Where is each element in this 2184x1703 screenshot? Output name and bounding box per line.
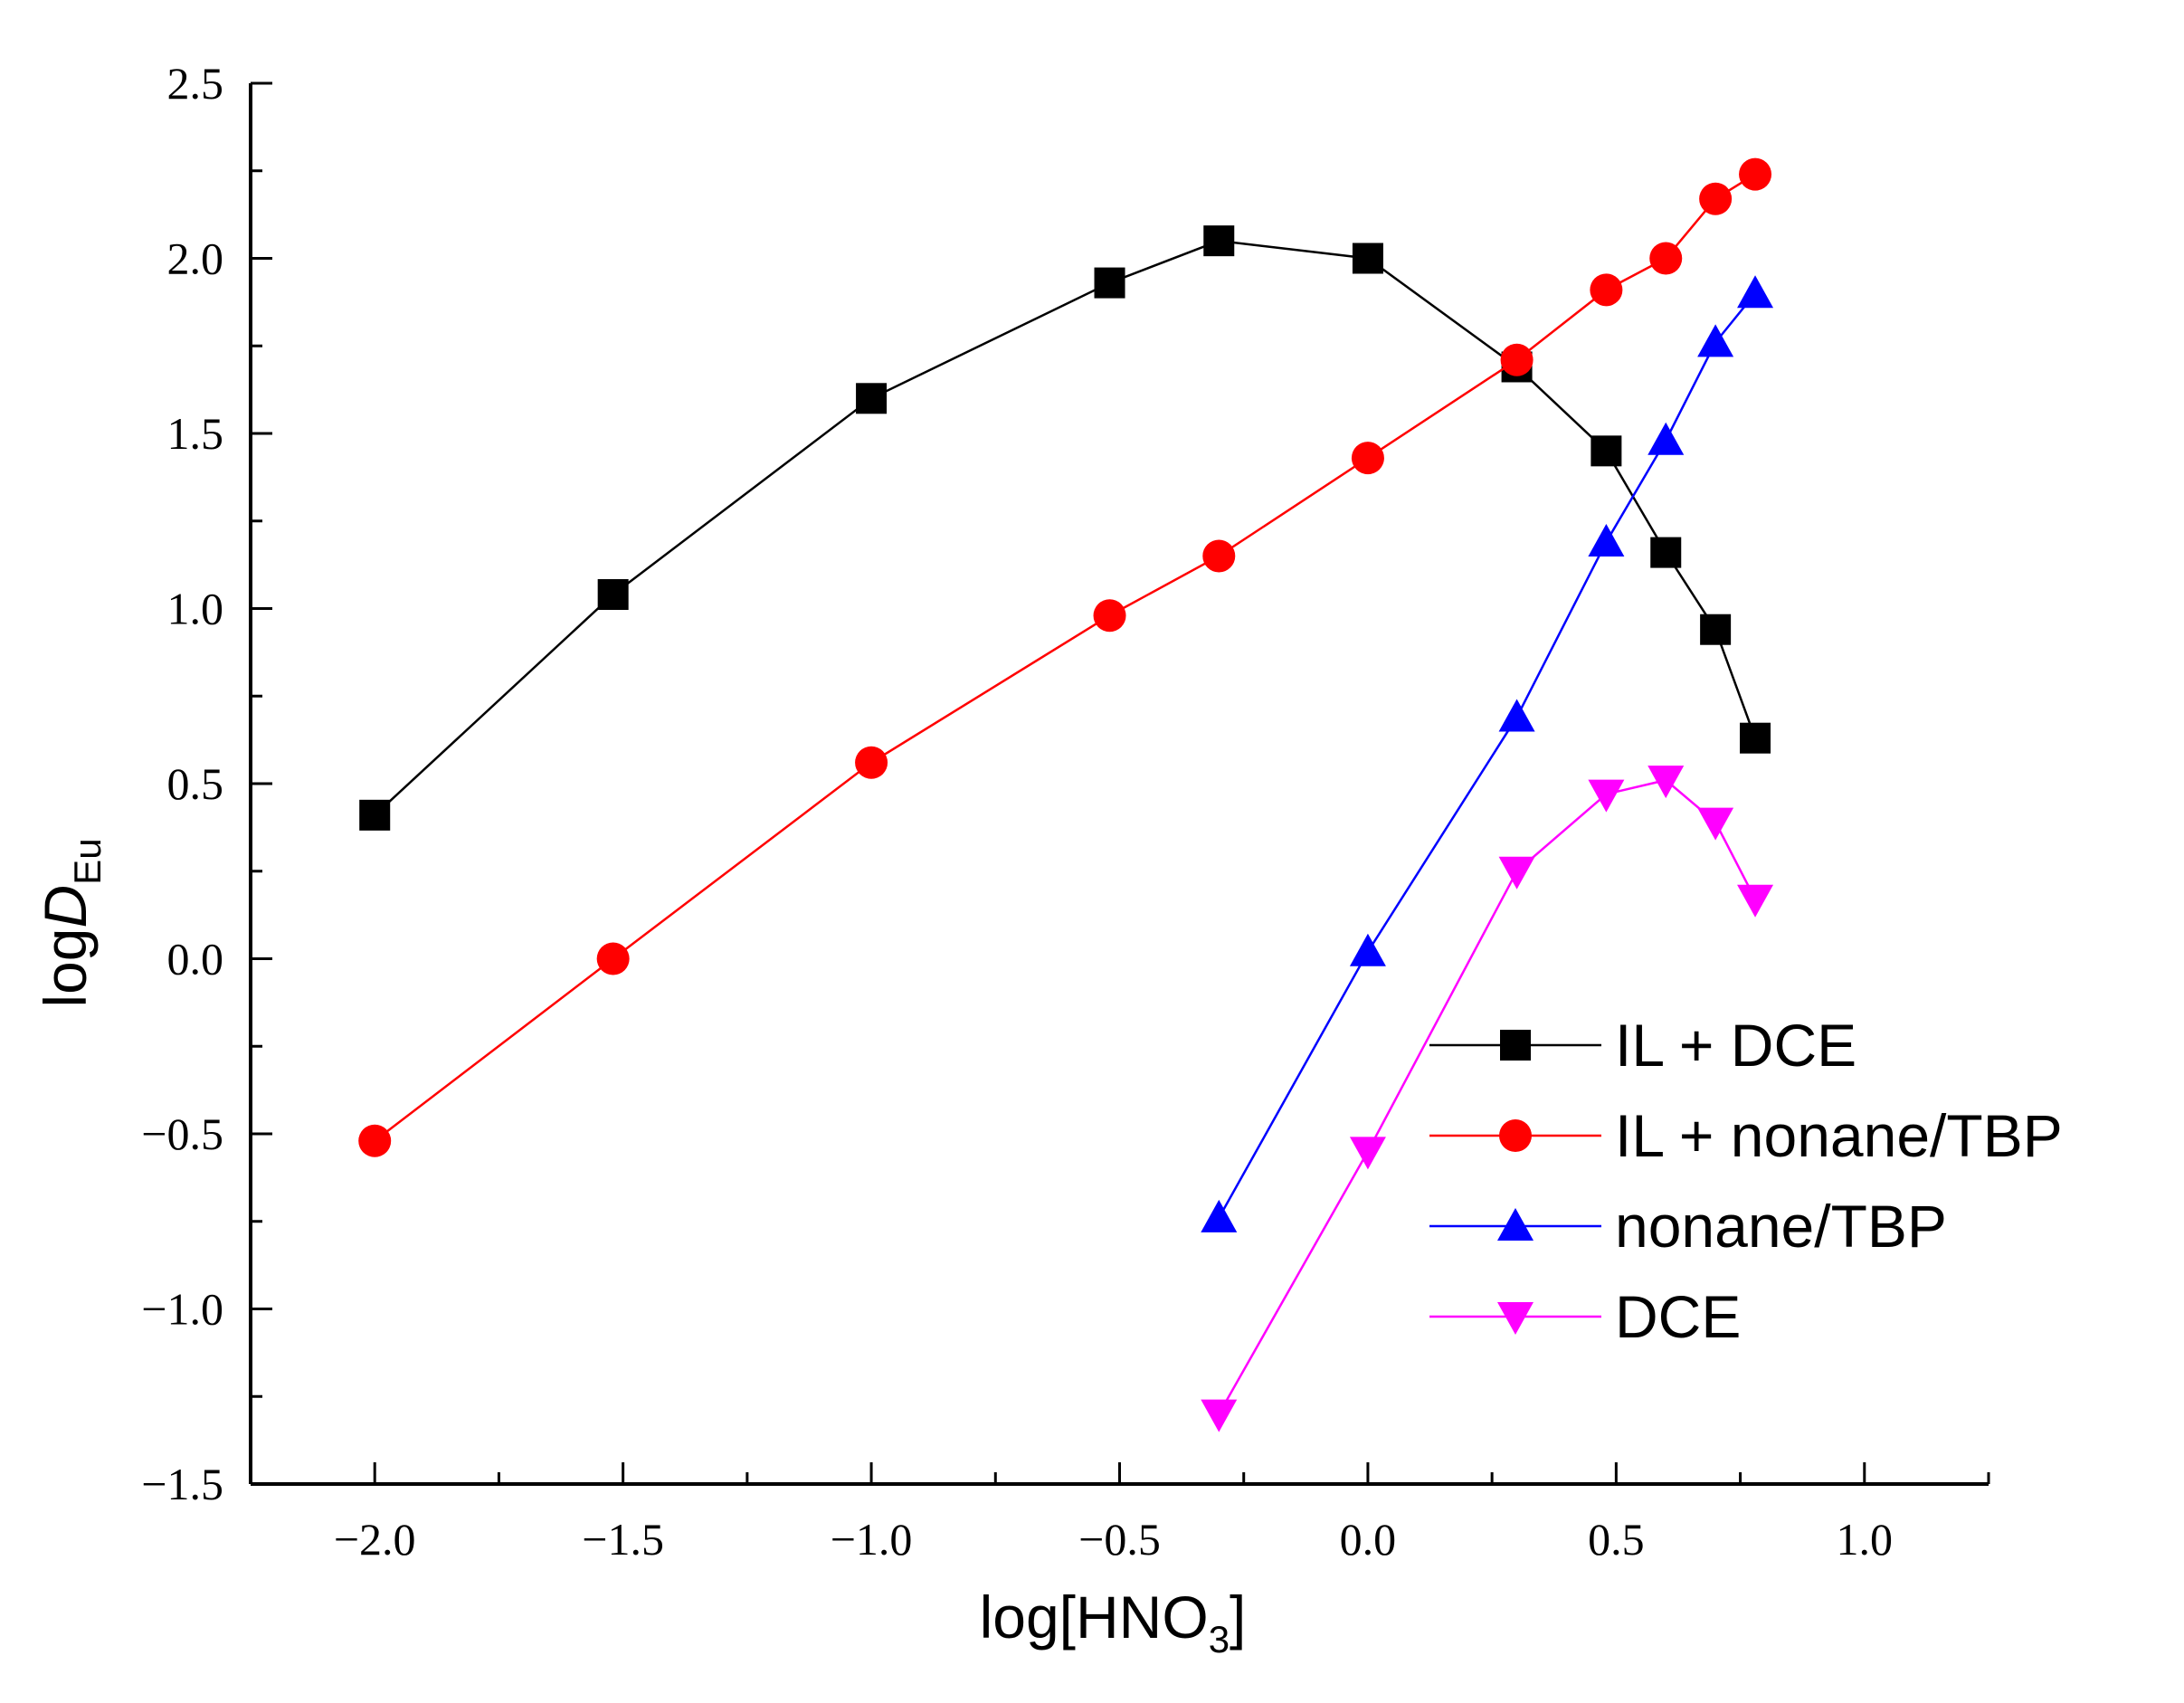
- legend-item: nonane/TBP: [1429, 1193, 1947, 1260]
- legend: IL + DCE IL + nonane/TBP nonane/TBP DCE: [1429, 1012, 2063, 1350]
- data-point: [1201, 1399, 1238, 1432]
- legend-marker: [1497, 1302, 1534, 1335]
- legend-label: IL + nonane/TBP: [1615, 1102, 2063, 1169]
- y-tick-label: 2.0: [167, 233, 224, 284]
- x-tick-label: 0.0: [1340, 1514, 1397, 1565]
- series-line: [1218, 292, 1757, 1219]
- y-axis-title: logDEu: [32, 838, 109, 1007]
- data-point: [1588, 779, 1625, 813]
- data-point: [1647, 766, 1685, 799]
- x-axis-title: log[HNO3]: [980, 1584, 1247, 1660]
- data-point: [597, 579, 629, 611]
- x-tick-label: −1.0: [831, 1514, 913, 1565]
- data-point: [1740, 722, 1771, 754]
- data-point: [1202, 539, 1236, 573]
- data-point: [1498, 699, 1535, 732]
- x-tick-label: −0.5: [1078, 1514, 1161, 1565]
- data-point: [1591, 435, 1622, 467]
- y-tick-label: 1.0: [167, 584, 224, 634]
- data-point: [1498, 856, 1535, 890]
- x-tick-label: 1.0: [1837, 1514, 1894, 1565]
- series-3: [1201, 275, 1774, 1232]
- legend-item: IL + nonane/TBP: [1429, 1102, 2063, 1169]
- data-point: [1737, 884, 1774, 918]
- data-point: [1590, 273, 1623, 307]
- data-point: [1700, 614, 1732, 645]
- series-2: [358, 157, 1772, 1157]
- data-point: [358, 1124, 392, 1157]
- data-point: [1737, 275, 1774, 309]
- y-tick-label: 0.5: [167, 758, 224, 809]
- legend-marker: [1497, 1208, 1534, 1241]
- data-point: [1203, 225, 1235, 257]
- data-point: [1349, 933, 1386, 966]
- data-point: [1649, 242, 1683, 275]
- legend-label: DCE: [1615, 1283, 1741, 1350]
- y-tick-label: 1.5: [167, 408, 224, 459]
- data-point: [856, 383, 888, 414]
- legend-label: IL + DCE: [1615, 1012, 1856, 1079]
- series-layer: [358, 157, 1774, 1432]
- series-line: [374, 239, 1757, 816]
- y-tick-label: −1.0: [141, 1284, 223, 1335]
- legend-item: DCE: [1429, 1283, 1741, 1350]
- data-point: [1650, 537, 1682, 568]
- legend-marker: [1499, 1119, 1532, 1152]
- x-tick-label: 0.5: [1588, 1514, 1645, 1565]
- data-point: [1351, 442, 1384, 475]
- data-point: [1588, 523, 1625, 557]
- data-point: [1093, 599, 1126, 633]
- data-point: [1094, 267, 1125, 299]
- data-point: [1699, 182, 1733, 215]
- data-point: [1697, 324, 1734, 357]
- legend-label: nonane/TBP: [1615, 1193, 1947, 1260]
- series-1: [359, 225, 1771, 831]
- data-point: [1697, 807, 1734, 841]
- x-tick-label: −1.5: [582, 1514, 664, 1565]
- y-tick-label: −1.5: [141, 1459, 223, 1509]
- legend-item: IL + DCE: [1429, 1012, 1856, 1079]
- data-point: [1201, 1199, 1238, 1232]
- y-tick-label: 2.5: [167, 58, 224, 109]
- data-point: [1647, 422, 1685, 455]
- y-tick-label: −0.5: [141, 1108, 223, 1159]
- y-tick-label: 0.0: [167, 934, 224, 985]
- data-point: [359, 799, 391, 831]
- data-point: [1349, 1137, 1386, 1170]
- data-point: [855, 746, 888, 779]
- data-point: [1739, 157, 1772, 191]
- axes: −2.0 −1.5 −1.0 −0.5 0.0 0.5 1.0 2.5 2.0 1.5 1.0 0.5…: [141, 58, 1990, 1565]
- series-4: [1201, 766, 1774, 1432]
- data-point: [596, 942, 630, 975]
- x-tick-label: −2.0: [334, 1514, 416, 1565]
- data-point: [1352, 243, 1383, 274]
- legend-marker: [1500, 1030, 1531, 1061]
- data-point: [1500, 343, 1534, 376]
